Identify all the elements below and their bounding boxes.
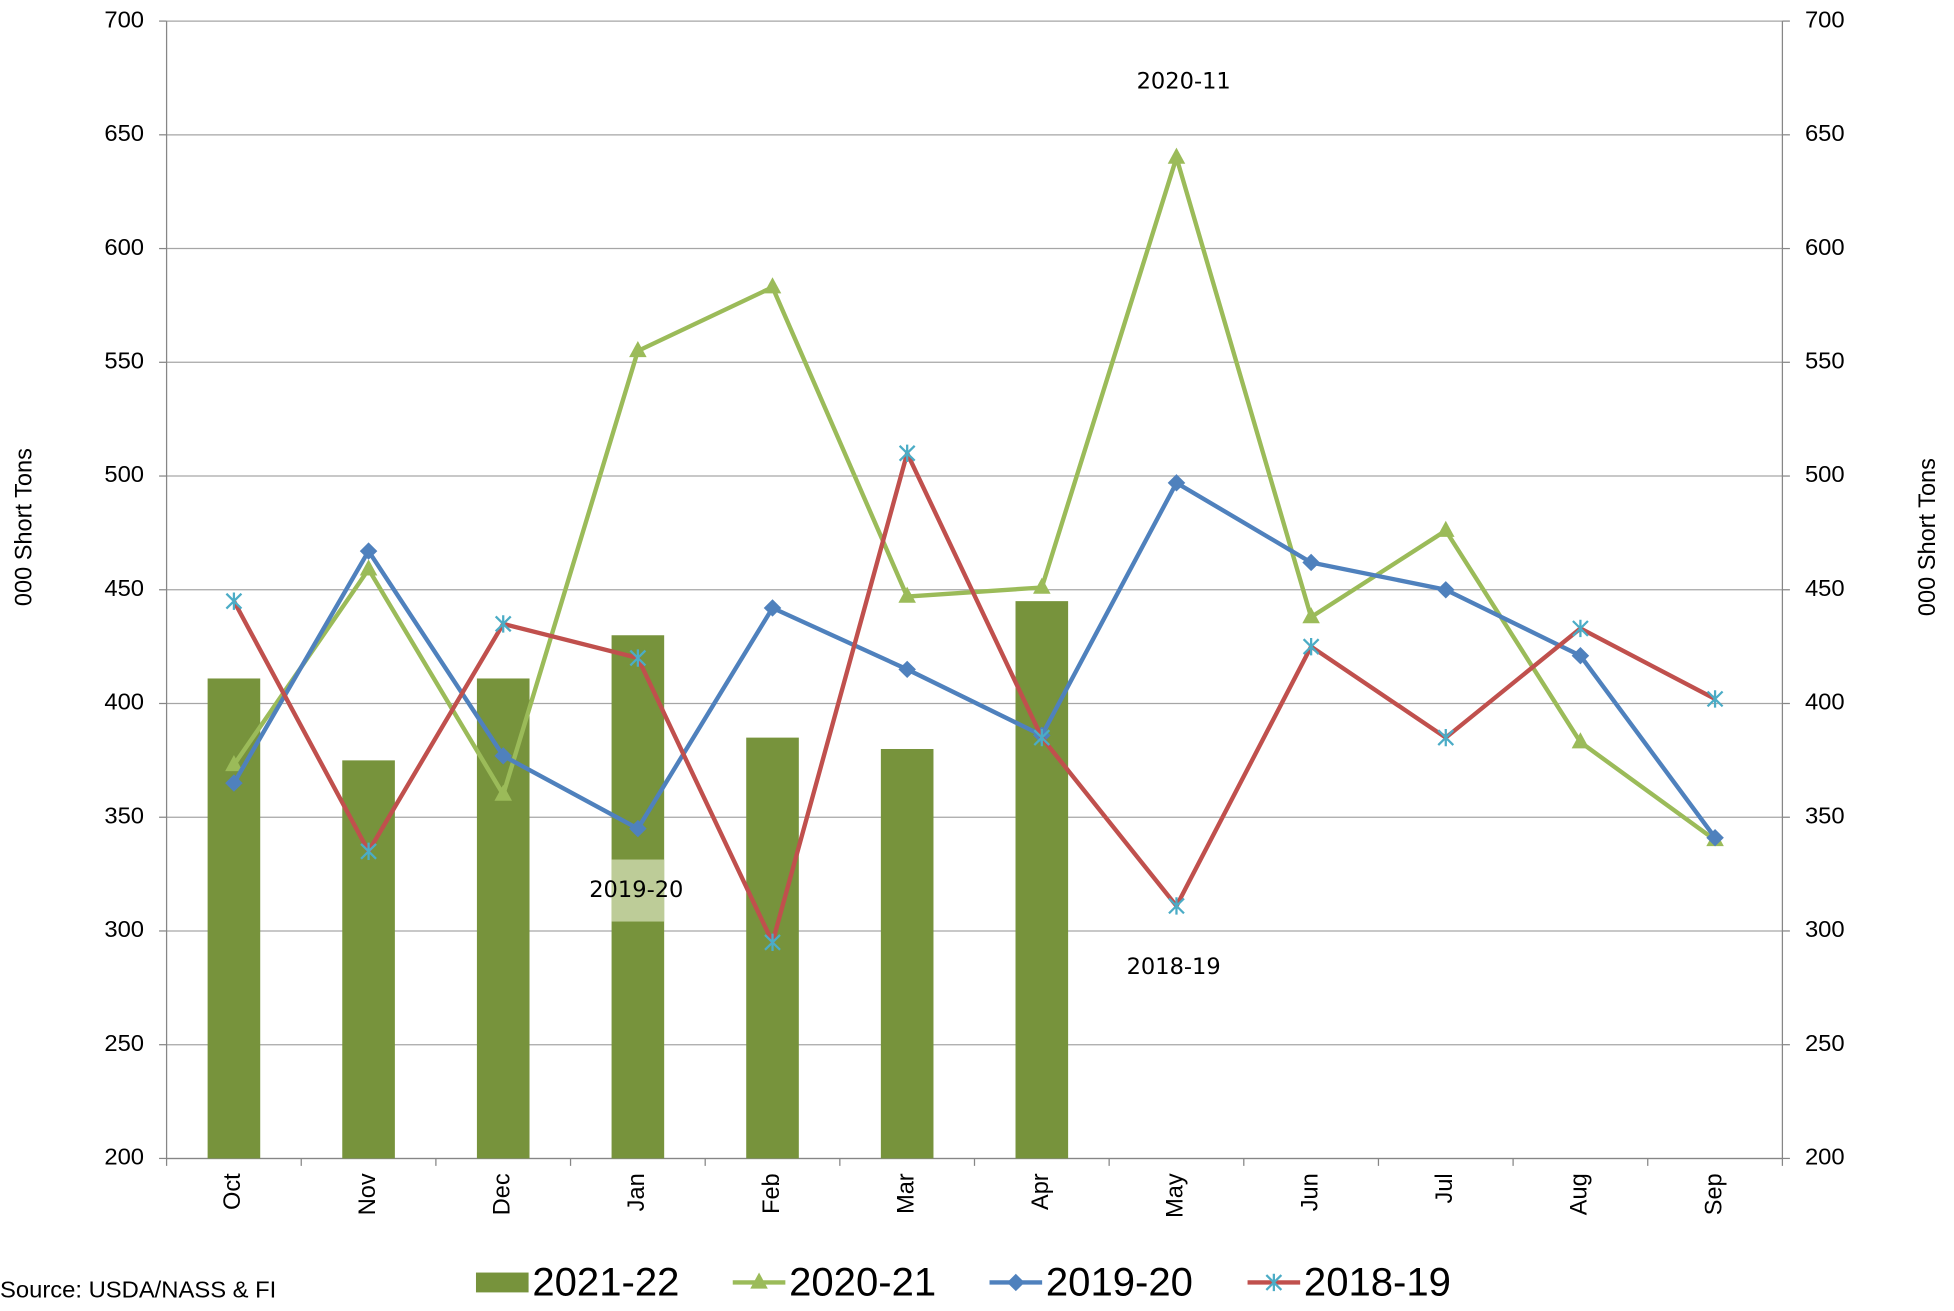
x-tick-label: Aug xyxy=(1567,1173,1593,1215)
marker xyxy=(359,559,378,576)
marker xyxy=(359,542,378,560)
line xyxy=(231,451,1717,945)
y-tick-label: 250 xyxy=(104,1031,144,1057)
legend-marker xyxy=(750,1272,768,1289)
marker xyxy=(763,277,782,294)
y2-tick-label: 700 xyxy=(1805,7,1845,33)
x-tick-label: Mar xyxy=(893,1173,919,1214)
legend-label: 2019-20 xyxy=(1046,1261,1193,1305)
line xyxy=(232,480,1717,839)
marker xyxy=(1302,607,1320,624)
marker xyxy=(898,444,916,462)
legend-label: 2018-19 xyxy=(1304,1261,1451,1305)
y-tick-label: 600 xyxy=(104,235,144,261)
marker xyxy=(1571,732,1590,749)
x-tick-label: Oct xyxy=(220,1173,246,1210)
marker xyxy=(898,586,916,603)
x-tick-label: Jan xyxy=(624,1173,650,1211)
y2-tick-label: 400 xyxy=(1805,690,1845,716)
bar xyxy=(342,760,395,1159)
marker xyxy=(1706,829,1724,847)
y-tick-label: 350 xyxy=(104,804,144,830)
y2-tick-label: 350 xyxy=(1805,804,1845,830)
bar xyxy=(880,748,934,1159)
annotation: 2020-11 xyxy=(1137,68,1231,94)
marker xyxy=(1168,897,1185,915)
x-tick-label: Jul xyxy=(1432,1173,1458,1203)
marker xyxy=(225,592,243,610)
marker xyxy=(1033,728,1051,747)
y-tick-label: 300 xyxy=(104,917,144,943)
legend-marker xyxy=(1007,1273,1025,1292)
marker xyxy=(1033,577,1051,594)
y2-tick-label: 200 xyxy=(1805,1145,1845,1171)
marker xyxy=(898,660,916,679)
marker xyxy=(494,615,512,633)
y-tick-label: 400 xyxy=(104,690,144,716)
marker xyxy=(1167,474,1186,492)
x-tick-label: May xyxy=(1163,1173,1189,1218)
y2-tick-label: 300 xyxy=(1805,917,1845,943)
marker xyxy=(629,649,647,667)
marker xyxy=(1437,728,1455,747)
marker xyxy=(494,784,512,801)
marker xyxy=(1571,647,1590,665)
bar xyxy=(1015,601,1069,1159)
y-tick-label: 700 xyxy=(104,7,144,33)
marker xyxy=(764,933,781,952)
y-tick-label: 550 xyxy=(104,349,144,375)
y2-tick-label: 650 xyxy=(1805,121,1845,147)
y-tick-label: 450 xyxy=(104,576,144,602)
y-tick-label: 200 xyxy=(104,1145,144,1171)
annotation: 2019-20 xyxy=(589,877,683,903)
y2-tick-label: 250 xyxy=(1805,1031,1845,1057)
y2-tick-label: 450 xyxy=(1805,576,1845,602)
x-tick-label: Dec xyxy=(489,1173,515,1215)
marker xyxy=(1302,553,1320,572)
x-tick-label: Nov xyxy=(355,1173,381,1215)
marker xyxy=(1706,690,1724,708)
marker xyxy=(225,774,243,792)
source-note: Source: USDA/NASS & FI xyxy=(0,1277,276,1303)
x-tick-label: Sep xyxy=(1701,1173,1727,1215)
legend-label: 2020-21 xyxy=(789,1261,936,1305)
marker xyxy=(225,754,243,772)
y2-axis-label: 000 Short Tons xyxy=(1915,458,1941,616)
marker xyxy=(1437,520,1455,537)
marker xyxy=(1437,581,1455,599)
bar-patch xyxy=(611,859,665,922)
annotation: 2018-19 xyxy=(1127,954,1221,980)
marker xyxy=(763,599,782,617)
legend-swatch xyxy=(475,1272,529,1293)
x-tick-label: Apr xyxy=(1028,1173,1054,1210)
marker xyxy=(629,340,647,358)
marker xyxy=(1167,147,1186,164)
marker xyxy=(1572,619,1589,638)
marker xyxy=(360,842,377,861)
marker xyxy=(494,747,512,765)
legend-marker xyxy=(1265,1273,1283,1292)
legend-label: 2021-22 xyxy=(532,1261,679,1305)
y2-tick-label: 550 xyxy=(1805,349,1845,375)
y2-tick-label: 500 xyxy=(1805,462,1845,488)
y-tick-label: 650 xyxy=(104,121,144,147)
y-axis-label: 000 Short Tons xyxy=(11,448,37,606)
x-tick-label: Jun xyxy=(1297,1173,1323,1211)
y-tick-label: 500 xyxy=(104,462,144,488)
marker xyxy=(629,819,647,838)
marker xyxy=(1302,637,1320,656)
x-tick-label: Feb xyxy=(759,1173,785,1214)
y2-tick-label: 600 xyxy=(1805,235,1845,261)
line xyxy=(232,155,1717,842)
